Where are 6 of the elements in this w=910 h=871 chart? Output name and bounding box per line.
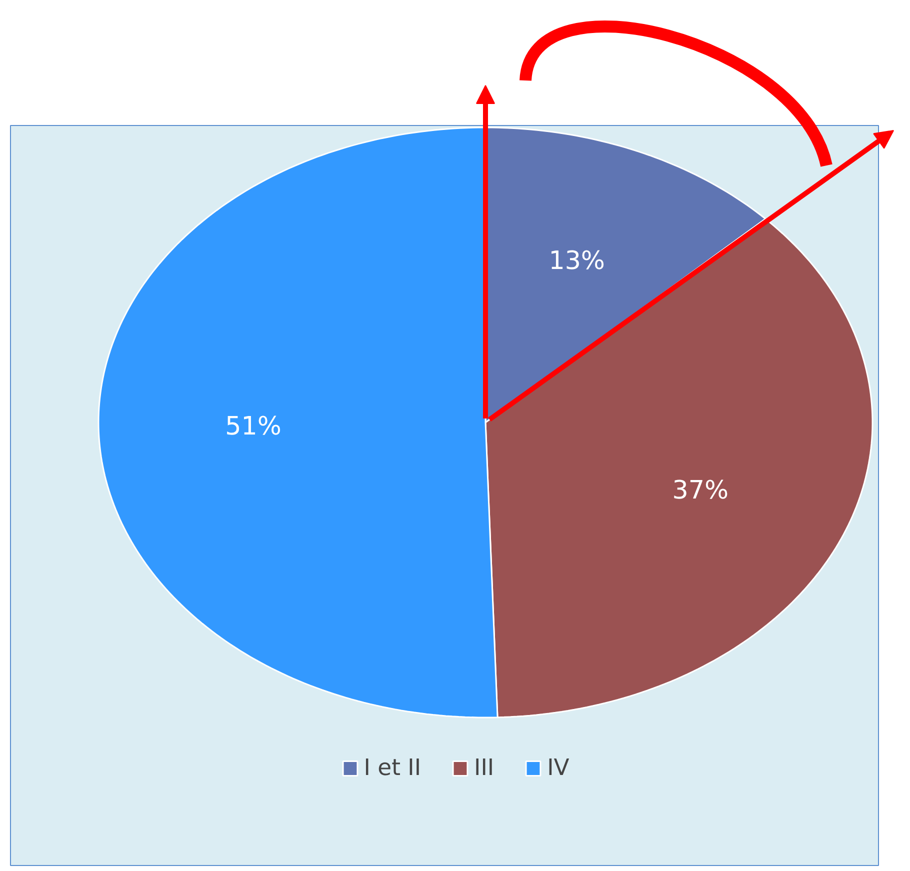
legend-label: III <box>474 755 494 781</box>
legend-label: I et II <box>364 755 422 781</box>
data-label: 51% <box>225 410 282 440</box>
data-label: 13% <box>548 244 606 275</box>
legend-label: IV <box>547 755 570 781</box>
data-label: 37% <box>672 474 729 505</box>
